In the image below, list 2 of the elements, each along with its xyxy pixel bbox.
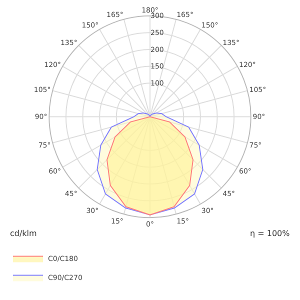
text: cd/klm [10, 229, 38, 238]
text: η = 100% [250, 229, 290, 238]
